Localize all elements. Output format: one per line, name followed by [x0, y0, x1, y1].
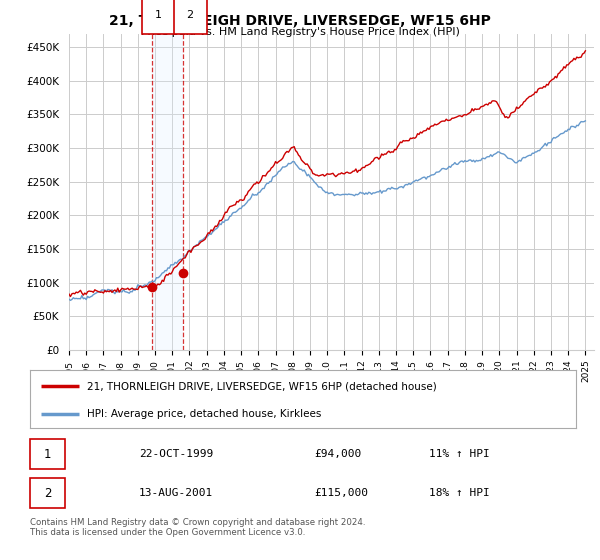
FancyBboxPatch shape	[30, 478, 65, 508]
Text: 13-AUG-2001: 13-AUG-2001	[139, 488, 214, 498]
Text: 1: 1	[44, 447, 52, 461]
Text: 21, THORNLEIGH DRIVE, LIVERSEDGE, WF15 6HP (detached house): 21, THORNLEIGH DRIVE, LIVERSEDGE, WF15 6…	[88, 381, 437, 391]
Text: £115,000: £115,000	[314, 488, 368, 498]
Text: 2: 2	[44, 487, 52, 500]
FancyBboxPatch shape	[30, 439, 65, 469]
Text: 2: 2	[187, 11, 194, 20]
Text: 22-OCT-1999: 22-OCT-1999	[139, 449, 214, 459]
Text: 21, THORNLEIGH DRIVE, LIVERSEDGE, WF15 6HP: 21, THORNLEIGH DRIVE, LIVERSEDGE, WF15 6…	[109, 14, 491, 28]
Text: Price paid vs. HM Land Registry's House Price Index (HPI): Price paid vs. HM Land Registry's House …	[140, 27, 460, 37]
Text: £94,000: £94,000	[314, 449, 361, 459]
Text: Contains HM Land Registry data © Crown copyright and database right 2024.
This d: Contains HM Land Registry data © Crown c…	[30, 518, 365, 538]
Text: 1: 1	[155, 11, 162, 20]
Text: 11% ↑ HPI: 11% ↑ HPI	[428, 449, 490, 459]
Text: HPI: Average price, detached house, Kirklees: HPI: Average price, detached house, Kirk…	[88, 409, 322, 419]
Bar	[152, 34, 183, 350]
Text: 18% ↑ HPI: 18% ↑ HPI	[428, 488, 490, 498]
